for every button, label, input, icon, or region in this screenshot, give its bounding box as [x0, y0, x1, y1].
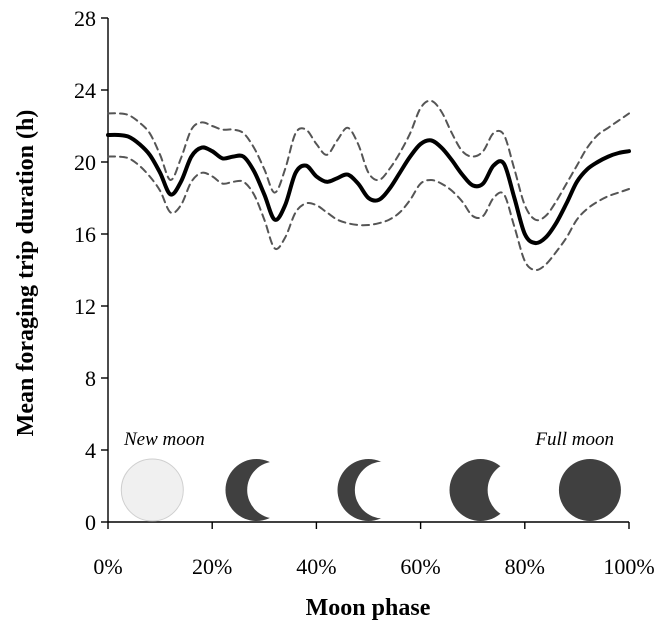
moon-thin-crescent-icon	[225, 459, 288, 521]
new-moon-label: New moon	[123, 429, 205, 450]
x-tick-label: 100%	[603, 554, 654, 579]
y-tick-label: 4	[85, 438, 96, 463]
y-tick-label: 24	[74, 78, 96, 103]
y-tick-label: 12	[74, 294, 96, 319]
y-tick-label: 20	[74, 150, 96, 175]
x-tick-label: 60%	[400, 554, 440, 579]
moon-phase-icons	[120, 458, 621, 522]
y-axis-title: Mean foraging trip duration (h)	[13, 110, 39, 437]
x-tick-label: 0%	[93, 554, 122, 579]
moon-new-icon	[120, 458, 184, 522]
full-moon-label: Full moon	[534, 429, 614, 450]
moon-crescent-icon	[337, 459, 400, 521]
x-axis-title: Moon phase	[306, 595, 431, 621]
x-tick-label: 80%	[505, 554, 545, 579]
ci-line-1	[107, 99, 630, 222]
moon-gibbous-icon	[449, 459, 512, 521]
ci-line-2	[107, 155, 630, 272]
y-tick-label: 0	[85, 510, 96, 535]
x-tick-label: 20%	[192, 554, 232, 579]
y-tick-label: 16	[74, 222, 96, 247]
mean-line	[106, 132, 631, 246]
y-tick-label: 8	[85, 366, 96, 391]
series-lines	[106, 99, 631, 272]
y-tick-label: 28	[74, 6, 96, 31]
moon-full-icon	[558, 459, 621, 521]
x-tick-label: 40%	[296, 554, 336, 579]
axes: 0 4 8 12 16 20 24 28 0% 20% 40% 60% 80% 100%	[74, 6, 655, 579]
